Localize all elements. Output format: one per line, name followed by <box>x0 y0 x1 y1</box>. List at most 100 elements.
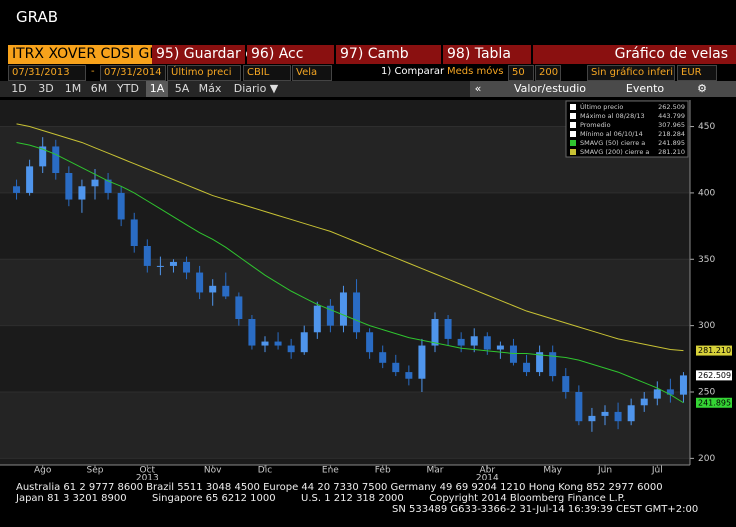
candle-body <box>222 285 230 297</box>
legend-label: Máximo al 08/28/13 <box>580 112 645 120</box>
candle-body <box>261 341 269 346</box>
candle-body <box>536 352 544 373</box>
legend-value: 241.895 <box>658 139 685 147</box>
candle-body <box>39 146 47 167</box>
candle-body <box>444 319 452 339</box>
candle-body <box>13 186 21 193</box>
footer-line: Japan 81 3 3201 8900 Singapore 65 6212 1… <box>16 493 626 504</box>
legend-label: SMAVG (50) cierre a <box>580 139 645 147</box>
candle-body <box>26 166 34 193</box>
legend-label: Mínimo al 06/10/14 <box>580 130 643 138</box>
candle-body <box>235 296 243 319</box>
setting[interactable]: EUR <box>677 65 717 81</box>
toolbar-button[interactable]: 97) Camb <box>336 45 441 64</box>
toolbar-button[interactable]: 98) Tabla <box>443 45 531 64</box>
x-tick-label: May <box>543 466 562 476</box>
candle-body <box>575 392 583 422</box>
period-button[interactable]: 1M <box>64 82 82 95</box>
candle-body <box>65 173 73 200</box>
toolbar-button[interactable]: 96) Acc <box>247 45 334 64</box>
price-tag <box>696 397 732 408</box>
period-bar <box>0 81 470 97</box>
candle-body <box>392 362 400 373</box>
candle-body <box>483 336 491 350</box>
setting[interactable]: 07/31/2014 <box>100 65 166 81</box>
control-button[interactable]: Valor/estudio <box>514 82 586 95</box>
chart-type: Gráfico de velas <box>533 45 736 64</box>
period-button[interactable]: 5A <box>174 82 190 95</box>
x-tick-label: Abr <box>480 466 496 476</box>
y-tick-label: 350 <box>698 255 715 265</box>
candle-body <box>353 292 361 333</box>
price-tag <box>696 345 732 356</box>
legend-label: Último precio <box>580 102 623 111</box>
setting[interactable]: 200 <box>535 65 561 81</box>
candle-body <box>627 405 635 422</box>
candle-body <box>496 345 504 350</box>
setting[interactable]: Vela <box>292 65 332 81</box>
legend-marker <box>570 140 576 146</box>
legend-marker <box>570 149 576 155</box>
setting[interactable]: 1) Comparar <box>381 66 445 77</box>
candle-body <box>588 415 596 422</box>
price-tag-label: 262.509 <box>698 371 731 380</box>
y-tick-label: 250 <box>698 388 715 398</box>
setting[interactable]: Meds móvs <box>447 66 504 77</box>
year-label: 2014 <box>476 474 499 481</box>
setting[interactable]: Sin gráfico inferi <box>587 65 675 81</box>
candle-body <box>614 411 622 422</box>
setting[interactable]: 50 <box>508 65 534 81</box>
setting[interactable]: 07/31/2013 <box>8 65 86 81</box>
candle-body <box>209 285 217 293</box>
candle-body <box>405 372 413 379</box>
setting[interactable]: Último preci <box>167 65 241 81</box>
footer-line: Australia 61 2 9777 8600 Brazil 5511 304… <box>16 482 663 493</box>
candle-body <box>169 261 177 266</box>
period-button[interactable]: 6M <box>90 82 108 95</box>
chart: 200 250 300 350 400 450 Ago Sep Oct Nov Dic Ene Feb M… <box>0 98 736 480</box>
security-field[interactable]: ITRX XOVER CDSI GE <box>8 45 158 64</box>
period-button[interactable]: 1D <box>11 82 27 95</box>
legend: Último precio 262.509 Máximo al 08/28/13 44… <box>565 100 689 158</box>
period-button[interactable]: 1A <box>146 81 168 97</box>
x-tick-label: Ago <box>34 466 52 476</box>
y-tick-label: 200 <box>698 454 715 464</box>
x-tick-label: Sep <box>87 466 104 476</box>
candle-body <box>509 345 517 363</box>
candle-body <box>287 345 295 353</box>
period-button[interactable]: Máx <box>198 82 222 95</box>
footer-line: SN 533489 G633-3366-2 31-Jul-14 16:39:39… <box>392 504 699 515</box>
candle-body <box>653 389 661 399</box>
period-button[interactable]: YTD <box>117 82 139 95</box>
legend-marker <box>570 113 576 119</box>
control-button[interactable]: Evento <box>625 82 665 95</box>
legend-marker <box>570 104 576 110</box>
candle-body <box>248 319 256 346</box>
period-button[interactable]: 3D <box>38 82 54 95</box>
y-tick-label: 300 <box>698 321 715 331</box>
candle-body <box>300 332 308 353</box>
axis-background <box>690 98 736 467</box>
control-button[interactable]: « <box>474 82 482 95</box>
candle-body <box>52 146 60 173</box>
legend-label: Promedio <box>580 121 611 129</box>
setting[interactable]: - <box>91 66 95 77</box>
candle-body <box>130 219 138 246</box>
candle-body <box>666 389 674 395</box>
x-tick-label: Dic <box>258 466 272 476</box>
toolbar-button[interactable]: 95) Guardar c/ <box>152 45 258 64</box>
legend-value: 443.799 <box>658 112 685 120</box>
legend-value: 281.210 <box>658 148 685 156</box>
price-tag-label: 241.895 <box>698 398 731 407</box>
candle-body <box>679 375 687 395</box>
candle-body <box>78 186 86 200</box>
legend-marker <box>570 131 576 137</box>
period-button[interactable]: Diario ▼ <box>233 82 279 95</box>
candle-body <box>313 305 321 333</box>
x-tick-label: Ene <box>322 466 339 476</box>
candle-body <box>640 398 648 406</box>
setting[interactable]: CBIL <box>243 65 291 81</box>
legend-value: 218.284 <box>658 130 685 138</box>
candle-body <box>274 341 282 346</box>
settings-gear[interactable]: ⚙ <box>697 82 707 95</box>
